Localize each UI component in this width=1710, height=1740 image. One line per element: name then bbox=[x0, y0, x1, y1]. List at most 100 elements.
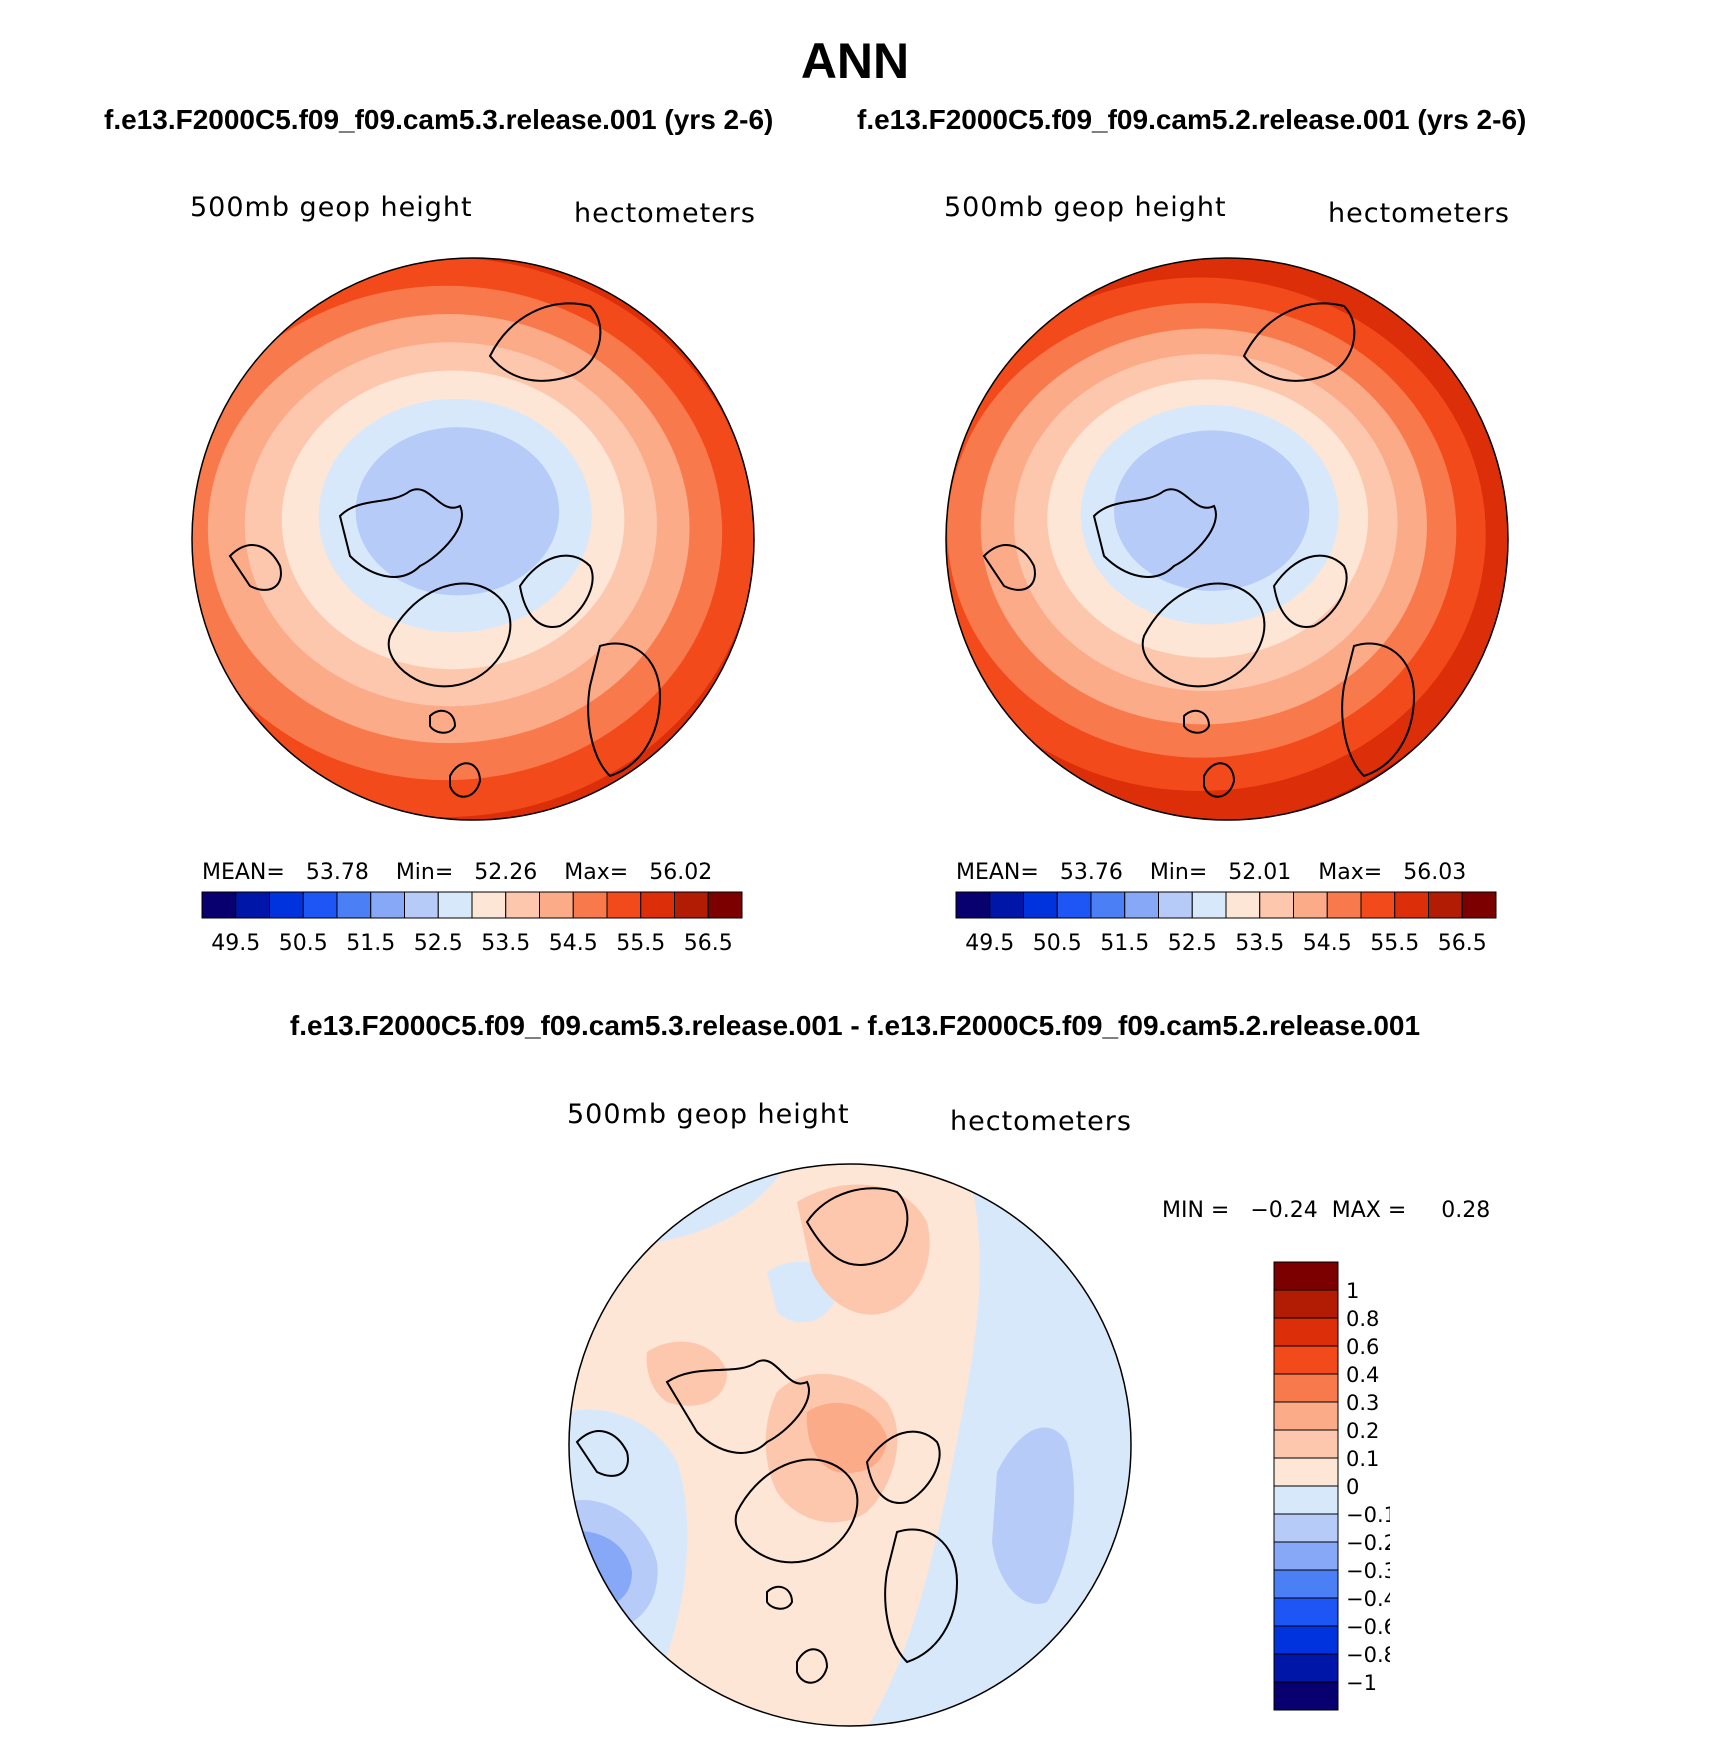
diff-colorbar-box-13 bbox=[1273, 1625, 1339, 1655]
diff-colorbar-label-14: −1 bbox=[1346, 1671, 1377, 1695]
panel1-contour-rings bbox=[192, 258, 754, 820]
diff-colorbar-box-14 bbox=[1273, 1653, 1339, 1683]
colorbar-label-4: 53.5 bbox=[1235, 931, 1284, 956]
diff-colorbar-label-5: 0.2 bbox=[1346, 1419, 1379, 1443]
panel1-variable-label: 500mb geop height bbox=[190, 192, 473, 223]
diff-colorbar-box-9 bbox=[1273, 1513, 1339, 1543]
diff-colorbar: 1 0.8 0.6 0.4 0.3 0.2 0.1 0 −0.1 −0.2 −0.3 −0.4 −0.6… bbox=[1273, 1261, 1390, 1711]
panel1-coastlines bbox=[228, 302, 662, 798]
diff-colorbar-label-8: −0.1 bbox=[1346, 1503, 1390, 1527]
colorbar-label-2: 51.5 bbox=[1100, 931, 1149, 956]
colorbar-label-2: 51.5 bbox=[346, 931, 395, 956]
colorbar-box-2 bbox=[269, 891, 304, 919]
panel1-mean-value: 53.78 bbox=[305, 860, 369, 885]
panel2-contour-rings bbox=[946, 258, 1508, 820]
panel2-min-label: Min= bbox=[1149, 860, 1208, 885]
case1-title: f.e13.F2000C5.f09_f09.cam5.3.release.001… bbox=[104, 104, 774, 135]
colorbar-box-11 bbox=[572, 891, 608, 919]
colorbar-label-5: 54.5 bbox=[1303, 931, 1352, 956]
panel1-colorbar-labels: 49.5 50.5 51.5 52.5 53.5 54.5 55.5 56.5 bbox=[211, 931, 732, 956]
panel1-colorbar-boxes bbox=[201, 891, 743, 919]
panel2-max-label: Max= bbox=[1318, 860, 1383, 885]
diff-colorbar-labels: 1 0.8 0.6 0.4 0.3 0.2 0.1 0 −0.1 −0.2 −0.3 −0.4 −0.6… bbox=[1346, 1279, 1390, 1695]
diff-colorbar-label-13: −0.8 bbox=[1346, 1643, 1390, 1667]
diff-coastlines bbox=[575, 1187, 959, 1684]
colorbar-label-5: 54.5 bbox=[549, 931, 598, 956]
colorbar-label-4: 53.5 bbox=[481, 931, 530, 956]
colorbar-box-4 bbox=[1090, 891, 1126, 919]
panel1-max-value: 56.02 bbox=[649, 860, 713, 885]
colorbar-box-12 bbox=[606, 891, 642, 919]
panel2-map-boundary bbox=[945, 257, 1509, 821]
panel1-colorbar: 49.5 50.5 51.5 52.5 53.5 54.5 55.5 56.5 bbox=[201, 891, 743, 956]
colorbar-box-13 bbox=[1394, 891, 1429, 919]
colorbar-box-8 bbox=[1225, 891, 1261, 919]
colorbar-box-7 bbox=[1191, 891, 1227, 919]
diff-colorbar-label-12: −0.6 bbox=[1346, 1615, 1390, 1639]
colorbar-label-1: 50.5 bbox=[1033, 931, 1082, 956]
diff-colorbar-box-15 bbox=[1273, 1681, 1339, 1711]
panel1-mean-label: MEAN= bbox=[202, 860, 285, 885]
colorbar-label-1: 50.5 bbox=[279, 931, 328, 956]
colorbar-label-6: 55.5 bbox=[616, 931, 665, 956]
panel1-max-label: Max= bbox=[564, 860, 629, 885]
rings2-ring-8 bbox=[1114, 430, 1310, 591]
colorbar-label-3: 52.5 bbox=[414, 931, 463, 956]
colorbar-box-12 bbox=[1360, 891, 1396, 919]
case2-title: f.e13.F2000C5.f09_f09.cam5.2.release.001… bbox=[857, 104, 1527, 135]
colorbar-box-4 bbox=[336, 891, 372, 919]
panel2-colorbar: 49.5 50.5 51.5 52.5 53.5 54.5 55.5 56.5 bbox=[955, 891, 1497, 956]
diff-colorbar-box-10 bbox=[1273, 1541, 1339, 1571]
panel2-mean-value: 53.76 bbox=[1059, 860, 1123, 885]
diff-variable-label: 500mb geop height bbox=[567, 1099, 850, 1130]
diff-colorbar-label-4: 0.3 bbox=[1346, 1391, 1379, 1415]
diff-colorbar-box-7 bbox=[1273, 1457, 1339, 1487]
colorbar-box-1 bbox=[989, 891, 1024, 919]
colorbar-box-9 bbox=[1259, 891, 1294, 919]
colorbar-box-6 bbox=[404, 891, 439, 919]
diff-colorbar-box-2 bbox=[1273, 1317, 1339, 1347]
colorbar-box-1 bbox=[235, 891, 270, 919]
colorbar-box-5 bbox=[1124, 891, 1159, 919]
colorbar-label-6: 55.5 bbox=[1370, 931, 1419, 956]
diff-colorbar-label-2: 0.6 bbox=[1346, 1335, 1379, 1359]
diff-units-label: hectometers bbox=[950, 1106, 1132, 1137]
colorbar-box-13 bbox=[640, 891, 675, 919]
panel1-polar-map bbox=[191, 257, 755, 821]
colorbar-box-2 bbox=[1023, 891, 1058, 919]
panel2-polar-map bbox=[945, 257, 1509, 821]
diff-colorbar-box-12 bbox=[1273, 1597, 1339, 1627]
panel2-coastlines bbox=[982, 302, 1416, 798]
diff-colorbar-label-0: 1 bbox=[1346, 1279, 1359, 1303]
rings1-ring-7 bbox=[355, 427, 560, 596]
panel2-colorbar-labels: 49.5 50.5 51.5 52.5 53.5 54.5 55.5 56.5 bbox=[965, 931, 1486, 956]
colorbar-box-0 bbox=[201, 891, 237, 919]
colorbar-label-7: 56.5 bbox=[1438, 931, 1487, 956]
diff-colorbar-box-8 bbox=[1273, 1485, 1339, 1515]
panel2-colorbar-boxes bbox=[955, 891, 1497, 919]
diff-colorbar-box-5 bbox=[1273, 1401, 1339, 1431]
colorbar-box-10 bbox=[539, 891, 574, 919]
colorbar-box-0 bbox=[955, 891, 991, 919]
diff-colorbar-box-6 bbox=[1273, 1429, 1339, 1459]
colorbar-box-9 bbox=[505, 891, 540, 919]
diff-minmax: MIN = −0.24 MAX = 0.28 bbox=[1162, 1198, 1491, 1223]
diff-colorbar-label-6: 0.1 bbox=[1346, 1447, 1379, 1471]
colorbar-box-5 bbox=[370, 891, 405, 919]
panel1-map-boundary bbox=[191, 257, 755, 821]
diff-colorbar-label-3: 0.4 bbox=[1346, 1363, 1379, 1387]
colorbar-label-0: 49.5 bbox=[965, 931, 1014, 956]
panel2-min-value: 52.01 bbox=[1228, 860, 1292, 885]
colorbar-box-14 bbox=[1428, 891, 1463, 919]
diff-colorbar-boxes bbox=[1273, 1261, 1339, 1711]
panel2-variable-label: 500mb geop height bbox=[944, 192, 1227, 223]
diff-colorbar-box-3 bbox=[1273, 1345, 1339, 1375]
colorbar-box-8 bbox=[471, 891, 507, 919]
colorbar-box-3 bbox=[1056, 891, 1092, 919]
colorbar-box-15 bbox=[1461, 891, 1497, 919]
panel1-stats: MEAN= 53.78 Min= 52.26 Max= 56.02 bbox=[202, 860, 712, 885]
colorbar-box-6 bbox=[1158, 891, 1193, 919]
colorbar-box-3 bbox=[302, 891, 338, 919]
diff-colorbar-box-4 bbox=[1273, 1373, 1339, 1403]
colorbar-box-10 bbox=[1293, 891, 1328, 919]
